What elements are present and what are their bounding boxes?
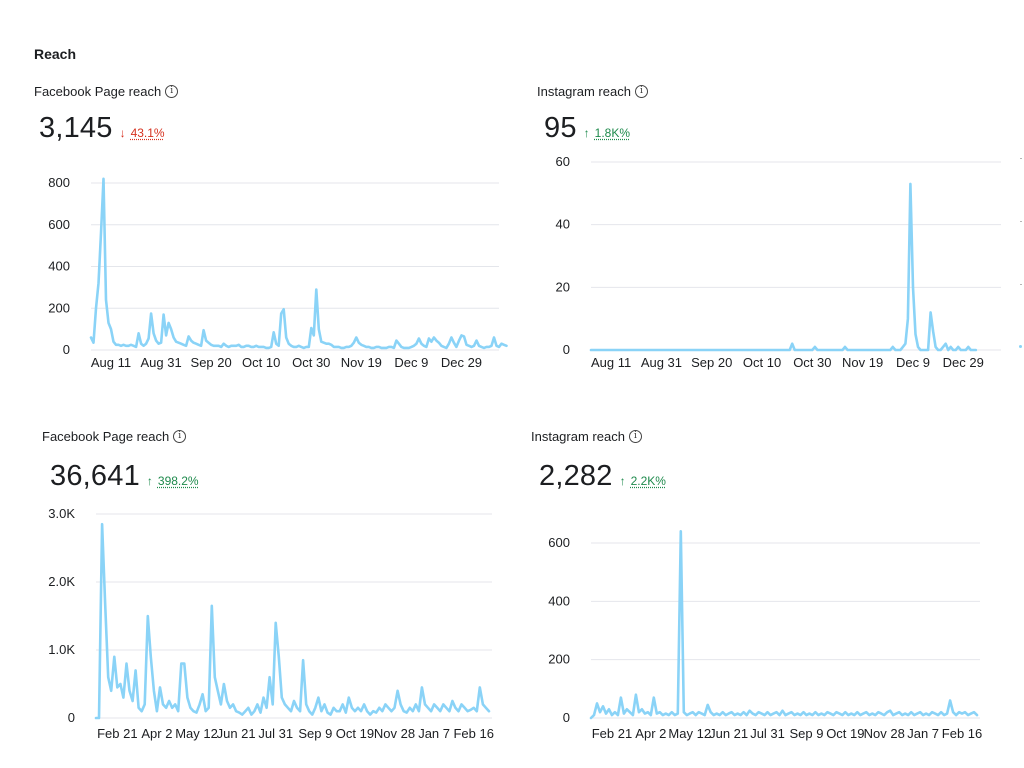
y-tick-label: 600 — [548, 535, 570, 550]
y-tick-label: 200 — [48, 300, 70, 315]
facebook-reach-label-1: Facebook Page reach i — [34, 84, 179, 99]
arrow-up-icon: ↑ — [146, 474, 153, 488]
clipped-data-point — [1019, 345, 1022, 348]
x-tick-label: Jan 7 — [418, 726, 450, 741]
x-tick-label: Feb 21 — [592, 726, 632, 741]
y-tick-label: 200 — [548, 652, 570, 667]
section-title: Reach — [34, 46, 77, 62]
y-tick-label: 800 — [48, 175, 70, 190]
instagram-reach-label-1: Instagram reach i — [537, 84, 648, 99]
series-line — [94, 522, 491, 720]
info-icon[interactable]: i — [173, 430, 187, 443]
y-tick-label: 20 — [556, 279, 570, 294]
delta-percent: 2.2K% — [630, 474, 666, 488]
x-tick-label: Sep 20 — [691, 355, 732, 370]
metric-value: 3,145 — [39, 112, 113, 144]
delta-badge[interactable]: ↓ 43.1% — [120, 126, 165, 140]
delta-badge[interactable]: ↑ 2.2K% — [620, 474, 666, 488]
x-tick-label: Apr 2 — [635, 726, 666, 741]
y-tick-label: 1.0K — [48, 642, 75, 657]
x-tick-label: Aug 31 — [140, 355, 181, 370]
info-icon[interactable]: i — [634, 85, 648, 98]
x-tick-label: Dec 9 — [394, 355, 428, 370]
y-tick-label: 0 — [563, 342, 570, 357]
delta-badge[interactable]: ↑ 1.8K% — [584, 126, 630, 140]
series-line — [589, 182, 978, 352]
y-tick-label: 0 — [68, 710, 75, 725]
x-tick-label: Aug 11 — [591, 355, 631, 370]
y-tick-label: 400 — [548, 593, 570, 608]
x-tick-label: Nov 28 — [864, 726, 905, 741]
x-tick-label: Nov 28 — [374, 726, 415, 741]
y-tick-label: 0 — [63, 342, 70, 357]
y-tick-label: 2.0K — [48, 574, 75, 589]
x-tick-label: Oct 10 — [743, 355, 781, 370]
x-tick-label: Sep 20 — [191, 355, 232, 370]
x-tick-label: May 12 — [175, 726, 218, 741]
delta-percent: 1.8K% — [594, 126, 631, 140]
x-tick-label: Feb 16 — [453, 726, 493, 741]
x-tick-label: Oct 19 — [336, 726, 374, 741]
clipped-tick — [1020, 221, 1022, 222]
x-tick-label: May 12 — [668, 726, 711, 741]
x-tick-label: Sep 9 — [789, 726, 823, 741]
panel-label-text: Instagram reach — [537, 84, 631, 99]
x-tick-label: Oct 10 — [242, 355, 280, 370]
clipped-tick — [1020, 158, 1022, 159]
y-tick-label: 60 — [556, 154, 570, 169]
facebook-reach-metric-2: 36,641 ↑ 398.2% — [50, 460, 199, 493]
x-tick-label: Dec 9 — [896, 355, 930, 370]
delta-percent: 43.1% — [130, 126, 165, 140]
x-tick-label: Jul 31 — [258, 726, 293, 741]
x-tick-label: Oct 30 — [292, 355, 330, 370]
panel-label-text: Instagram reach — [531, 429, 625, 444]
delta-percent: 398.2% — [157, 474, 199, 488]
arrow-up-icon: ↑ — [619, 474, 626, 488]
panel-label-text: Facebook Page reach — [34, 84, 162, 99]
x-tick-label: Oct 30 — [793, 355, 831, 370]
metric-value: 36,641 — [50, 460, 140, 492]
instagram-reach-label-2: Instagram reach i — [531, 429, 642, 444]
y-tick-label: 400 — [48, 259, 70, 274]
x-tick-label: Jul 31 — [750, 726, 785, 741]
facebook-reach-metric-1: 3,145 ↓ 43.1% — [39, 112, 165, 145]
x-tick-label: Feb 21 — [97, 726, 137, 741]
metric-value: 95 — [544, 112, 577, 144]
x-tick-label: Feb 16 — [942, 726, 982, 741]
x-tick-label: Aug 11 — [91, 355, 131, 370]
info-icon[interactable]: i — [165, 85, 179, 98]
facebook-reach-label-2: Facebook Page reach i — [42, 429, 187, 444]
arrow-up-icon: ↑ — [583, 126, 590, 140]
x-tick-label: Oct 19 — [826, 726, 864, 741]
series-line — [589, 529, 979, 720]
x-tick-label: Apr 2 — [141, 726, 172, 741]
x-tick-label: Dec 29 — [943, 355, 984, 370]
y-tick-label: 40 — [556, 217, 570, 232]
x-tick-label: Aug 31 — [641, 355, 682, 370]
instagram-reach-metric-1: 95 ↑ 1.8K% — [544, 112, 630, 145]
x-tick-label: Dec 29 — [441, 355, 482, 370]
delta-badge[interactable]: ↑ 398.2% — [147, 474, 199, 488]
arrow-down-icon: ↓ — [119, 126, 126, 140]
metric-value: 2,282 — [539, 460, 613, 492]
panel-label-text: Facebook Page reach — [42, 429, 170, 444]
x-tick-label: Jun 21 — [217, 726, 256, 741]
chart-instagram-reach-1: 0 20 40 60 Aug 11 Aug 31 Sep 20 Oct 10 Oct 30 Nov… — [556, 154, 1001, 370]
x-tick-label: Jan 7 — [907, 726, 939, 741]
y-tick-label: 600 — [48, 217, 70, 232]
info-icon[interactable]: i — [628, 430, 642, 443]
x-tick-label: Nov 19 — [341, 355, 382, 370]
y-tick-label: 0 — [563, 710, 570, 725]
x-tick-label: Nov 19 — [842, 355, 883, 370]
clipped-tick — [1020, 284, 1022, 285]
y-tick-label: 3.0K — [48, 506, 75, 521]
series-line — [89, 177, 508, 350]
x-tick-label: Sep 9 — [298, 726, 332, 741]
instagram-reach-metric-2: 2,282 ↑ 2.2K% — [539, 460, 666, 493]
chart-facebook-reach-1: 0 200 400 600 800 Aug 11 Aug 31 Sep 20 Oct 10 Oct… — [48, 175, 508, 370]
x-tick-label: Jun 21 — [709, 726, 748, 741]
